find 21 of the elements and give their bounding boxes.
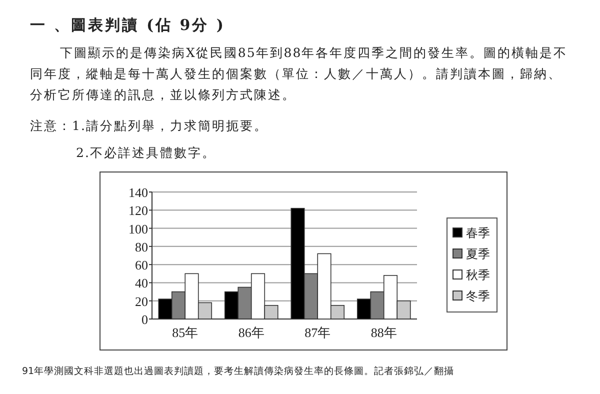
chart-subtitle: 下圖顯示的是傳染病X從民國85年到88年各年度四季之間的發生率。圖的橫軸是不同年度，縱軸是每十萬人發生的個案數（單位：人數／十萬人）。請判讀本圖，歸納、分析它所傳達的訊息，並以條列方式陳述。 — [30, 44, 569, 104]
text: 2.不必詳述具體數字。 — [76, 145, 216, 162]
y-tick-label: 60 — [135, 258, 148, 273]
x-tick-label: 85年 — [172, 325, 198, 340]
text: 91年學測國文科非選題也出過圖表判讀題，要考生解讀傳染病發生率的長條圖。記者張錦弘／翻攝 — [22, 365, 454, 378]
legend-label: 春季 — [466, 226, 490, 240]
legend-label: 夏季 — [466, 247, 490, 261]
x-tick-label: 87年 — [304, 325, 331, 340]
y-tick-label: 20 — [135, 294, 148, 309]
x-tick-label: 86年 — [238, 325, 264, 340]
y-tick-label: 100 — [128, 221, 148, 236]
y-tick-label: 0 — [142, 312, 148, 327]
y-tick-label: 80 — [135, 239, 148, 254]
x-tick-label: 88年 — [370, 325, 397, 340]
y-tick-label: 140 — [128, 185, 148, 200]
chart-title: 一 、圖表判讀 (佔 9分 ) — [30, 16, 226, 35]
y-tick-label: 40 — [135, 276, 148, 291]
legend-label: 冬季 — [466, 289, 490, 303]
legend-label: 秋季 — [466, 268, 490, 282]
y-tick-label: 120 — [128, 203, 148, 218]
text: 注意：1.請分點列舉，力求簡明扼要。 — [30, 118, 268, 135]
